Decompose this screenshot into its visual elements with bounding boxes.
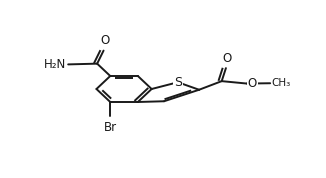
Text: CH₃: CH₃ xyxy=(271,78,290,88)
Text: S: S xyxy=(174,76,182,89)
Text: H₂N: H₂N xyxy=(44,58,67,71)
Text: O: O xyxy=(100,34,110,47)
Text: O: O xyxy=(222,52,231,65)
Text: O: O xyxy=(248,77,257,90)
Text: Br: Br xyxy=(104,121,117,134)
